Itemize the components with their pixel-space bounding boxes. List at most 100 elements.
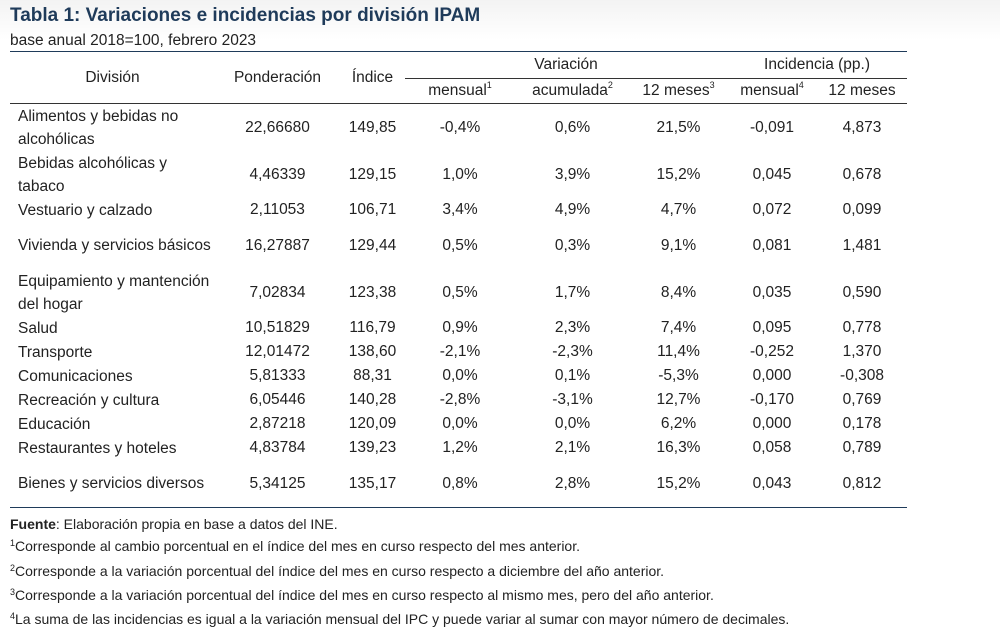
footnote-2: 2Corresponde a la variación porcentual d… — [10, 560, 870, 584]
header-row-top: División Ponderación Índice Variación In… — [10, 51, 908, 86]
cell-indice: 88,31 — [353, 367, 392, 384]
cell-var-acumulada: 0,1% — [554, 367, 591, 384]
cell-inc-12meses: 4,873 — [842, 118, 882, 136]
table-row: Equipamiento y mantención del hogar 7,02… — [10, 269, 907, 316]
table-subtitle: base anual 2018=100, febrero 2023 — [10, 32, 257, 49]
cell-inc-mensual: 0,035 — [752, 283, 792, 301]
footnote-2-mark: 2 — [10, 562, 16, 573]
cell-indice: 138,60 — [348, 343, 397, 360]
footnote-mark-2: 2 — [607, 79, 613, 90]
footnote-1: 1Corresponde al cambio porcentual en el … — [10, 535, 870, 559]
cell-var-mensual: 1,2% — [442, 439, 478, 456]
table-footnotes: Fuente: Elaboración propia en base a dat… — [10, 513, 870, 632]
cell-var-acumulada: 0,3% — [554, 236, 591, 254]
cell-var-mensual: 0,0% — [442, 415, 478, 432]
table-row: Vestuario y calzado 2,11053 106,71 3,4% … — [10, 198, 907, 222]
cell-ponderacion: 4,46339 — [249, 165, 306, 183]
source-text: : Elaboración propia en base a datos del… — [55, 516, 338, 532]
cell-var-mensual: 1,0% — [442, 165, 478, 183]
cell-division: Vivienda y servicios básicos — [18, 237, 211, 254]
cell-var-12meses: 16,3% — [656, 439, 701, 456]
cell-var-mensual: 0,0% — [442, 367, 478, 384]
cell-ponderacion: 5,34125 — [249, 474, 306, 492]
cell-var-12meses: 12,7% — [656, 391, 701, 408]
cell-inc-mensual: -0,170 — [750, 391, 794, 408]
cell-var-mensual: 3,4% — [442, 201, 478, 218]
cell-inc-12meses: 0,789 — [842, 439, 882, 456]
cell-inc-12meses: 0,812 — [842, 474, 882, 492]
cell-indice: 129,15 — [348, 165, 397, 183]
source-label: Fuente — [10, 516, 56, 532]
cell-indice: 106,71 — [348, 201, 397, 218]
cell-var-mensual: 0,9% — [442, 319, 478, 336]
cell-indice: 140,28 — [348, 391, 397, 408]
cell-var-acumulada: 0,6% — [554, 118, 591, 136]
cell-division: Equipamiento y mantención del hogar — [18, 272, 210, 313]
cell-var-12meses: 6,2% — [660, 415, 697, 432]
cell-var-mensual: 0,8% — [442, 474, 478, 492]
cell-var-mensual: 0,5% — [442, 283, 478, 301]
cell-ponderacion: 22,66680 — [245, 118, 310, 136]
cell-ponderacion: 7,02834 — [249, 283, 306, 301]
cell-var-mensual: 0,5% — [442, 236, 478, 254]
cell-var-acumulada: 2,1% — [554, 439, 591, 456]
cell-division: Comunicaciones — [18, 367, 133, 385]
footnote-4: 4La suma de las incidencias es igual a l… — [10, 608, 870, 632]
header-var-12meses-label: 12 meses — [642, 82, 710, 99]
cell-division: Alimentos y bebidas no alcohólicas — [18, 107, 179, 148]
cell-var-mensual: -0,4% — [439, 118, 481, 136]
cell-division: Vestuario y calzado — [18, 201, 153, 219]
cell-var-acumulada: -3,1% — [552, 391, 593, 408]
cell-ponderacion: 16,27887 — [245, 236, 310, 254]
cell-inc-12meses: 1,370 — [842, 343, 882, 360]
cell-inc-mensual: 0,058 — [752, 439, 792, 456]
cell-indice: 116,79 — [349, 319, 396, 336]
cell-ponderacion: 2,11053 — [250, 201, 305, 218]
table-row: Educación 2,87218 120,09 0,0% 0,0% 6,2% … — [10, 412, 907, 436]
cell-indice: 123,38 — [348, 283, 397, 301]
cell-var-12meses: 15,2% — [656, 474, 701, 492]
cell-indice: 120,09 — [348, 415, 397, 432]
footnote-1-text: Corresponde al cambio porcentual en el í… — [15, 538, 580, 555]
table-row: Bebidas alcohólicas y tabaco 4,46339 129… — [10, 151, 907, 198]
header-var-mensual: mensual1 — [405, 79, 515, 104]
cell-ponderacion: 10,51829 — [245, 319, 310, 336]
cell-var-12meses: 8,4% — [660, 283, 697, 301]
cell-var-12meses: 21,5% — [656, 118, 701, 136]
cell-inc-12meses: -0,308 — [840, 367, 884, 384]
cell-inc-mensual: 0,095 — [752, 319, 792, 336]
cell-indice: 139,23 — [348, 439, 397, 456]
footnote-4-text: La suma de las incidencias es igual a la… — [15, 611, 790, 628]
table-row: Alimentos y bebidas no alcohólicas 22,66… — [10, 104, 907, 152]
cell-inc-mensual: 0,000 — [752, 415, 792, 432]
cell-var-12meses: 7,4% — [660, 319, 697, 336]
cell-inc-mensual: 0,000 — [752, 367, 792, 384]
cell-inc-12meses: 0,769 — [842, 391, 882, 408]
cell-inc-12meses: 0,178 — [842, 415, 882, 432]
cell-inc-12meses: 0,590 — [842, 283, 882, 301]
cell-division: Salud — [18, 319, 58, 337]
footnote-3: 3Corresponde a la variación porcentual d… — [10, 584, 870, 608]
cell-var-12meses: -5,3% — [658, 367, 699, 384]
header-var-acumulada: acumulada2 — [515, 79, 630, 104]
source-note: Fuente: Elaboración propia en base a dat… — [10, 513, 870, 535]
footnote-1-mark: 1 — [10, 538, 16, 549]
header-division: División — [85, 68, 140, 86]
cell-inc-mensual: 0,081 — [752, 236, 792, 254]
cell-division: Restaurantes y hoteles — [18, 439, 177, 457]
header-ponderacion: Ponderación — [233, 68, 322, 86]
table-row: Bienes y servicios diversos 5,34125 135,… — [10, 460, 908, 508]
footnote-3-text: Corresponde a la variación porcentual de… — [15, 586, 714, 603]
header-indice: Índice — [351, 68, 394, 86]
table-row: Vivienda y servicios básicos 16,27887 12… — [10, 222, 907, 269]
footnote-mark-1: 1 — [486, 79, 492, 90]
cell-division: Bebidas alcohólicas y tabaco — [18, 154, 168, 195]
table-row: Recreación y cultura 6,05446 140,28 -2,8… — [10, 388, 907, 412]
cell-var-12meses: 4,7% — [660, 201, 697, 218]
cell-var-acumulada: -2,3% — [552, 343, 593, 360]
footnote-2-text: Corresponde a la variación porcentual de… — [15, 562, 665, 579]
cell-indice: 149,85 — [348, 118, 397, 136]
footnote-mark-3: 3 — [709, 79, 715, 90]
cell-var-12meses: 11,4% — [657, 343, 700, 360]
ipam-table: División Ponderación Índice Variación In… — [10, 51, 908, 508]
